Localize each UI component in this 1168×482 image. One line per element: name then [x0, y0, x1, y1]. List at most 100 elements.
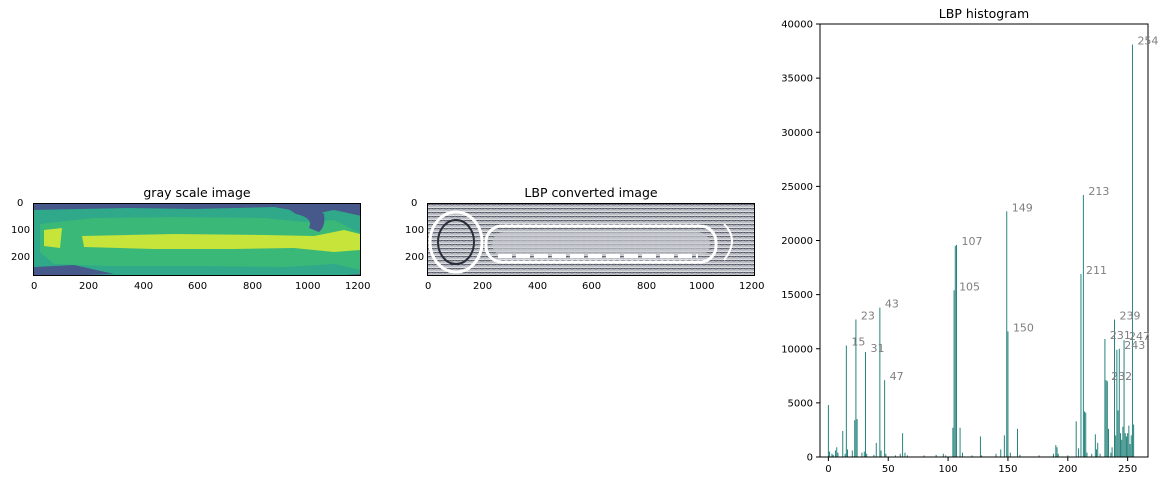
gray-xtick: 600: [188, 281, 208, 292]
histogram-bar: [1082, 195, 1084, 458]
lbp-converted-image: [427, 203, 755, 276]
histogram-bar: [827, 405, 829, 457]
histogram-xtick-label: 200: [1058, 464, 1077, 475]
lbp-xtick: 400: [528, 281, 548, 292]
histogram-bar: [1122, 426, 1124, 457]
lbp-ring-inner: [437, 219, 475, 265]
histogram-bar: [863, 451, 865, 457]
gray-ytick: 200: [11, 252, 31, 263]
histogram-bar: [1075, 421, 1077, 457]
histogram-bar: [945, 455, 947, 457]
histogram-bar-annotation: 149: [1012, 201, 1033, 214]
histogram-bar: [836, 447, 838, 457]
histogram-bar: [1086, 452, 1088, 457]
histogram-bar: [1099, 453, 1101, 457]
lbp-ytick: 100: [405, 225, 425, 236]
histogram-ytick-label: 30000: [781, 128, 813, 139]
gray-xtick: 200: [79, 281, 99, 292]
histogram-bar: [1110, 452, 1112, 457]
histogram-bar: [952, 427, 954, 457]
histogram-bar-annotation: 107: [961, 235, 982, 248]
histogram-xtick-label: 50: [882, 464, 895, 475]
histogram-bar-annotation: 15: [851, 336, 865, 349]
histogram-bar: [855, 319, 857, 457]
histogram-bar: [1000, 449, 1002, 457]
histogram-ytick-label: 25000: [781, 182, 813, 193]
histogram-bar: [1125, 436, 1127, 457]
histogram-bar: [1017, 428, 1018, 457]
histogram-bar: [831, 453, 833, 457]
histogram-bar: [1129, 444, 1131, 457]
histogram-bar: [1104, 339, 1106, 457]
histogram-bar: [1009, 452, 1011, 457]
histogram-bar: [1117, 410, 1119, 457]
histogram-bar: [971, 455, 973, 457]
histogram-bar: [866, 453, 868, 457]
histogram-bar: [1119, 433, 1121, 457]
histogram-bar: [1131, 44, 1133, 457]
histogram-ytick-label: 35000: [781, 74, 813, 85]
histogram-xtick-label: 100: [939, 464, 958, 475]
histogram-bar: [894, 455, 896, 457]
histogram-ytick-label: 20000: [781, 236, 813, 247]
histogram-bar: [979, 436, 981, 457]
histogram-bar-annotation: 243: [1124, 339, 1145, 352]
histogram-bar: [1118, 348, 1120, 457]
histogram-bar: [1108, 428, 1109, 457]
histogram-bar: [1116, 349, 1118, 457]
gray-xtick: 0: [31, 281, 38, 292]
histogram-bar: [856, 419, 858, 457]
histogram-bar: [1121, 439, 1123, 457]
histogram-bar: [861, 452, 863, 457]
histogram-bar: [981, 455, 983, 457]
histogram-bar: [953, 290, 955, 457]
histogram-bar: [906, 455, 908, 457]
histogram-bar: [844, 453, 846, 457]
gray-ytick: 0: [17, 198, 24, 209]
histogram-ytick-label: 10000: [781, 344, 813, 355]
histogram-bar: [1057, 453, 1059, 457]
histogram-bar: [1124, 433, 1126, 457]
histogram-title: LBP histogram: [938, 6, 1030, 21]
gray-region-yellow-bar: [82, 230, 360, 252]
lbp-image-drawing: [428, 204, 754, 275]
lbp-right-arc: [723, 223, 733, 261]
histogram-bar: [835, 450, 837, 457]
gray-xtick: 800: [243, 281, 263, 292]
histogram-bar: [1080, 274, 1082, 457]
gray-region-yellow-left: [44, 228, 62, 248]
lbp-inner-bar: [492, 232, 710, 256]
histogram-bar: [885, 453, 887, 457]
lbp-xtick: 800: [637, 281, 657, 292]
gray-scale-image-drawing: [34, 204, 360, 275]
histogram-frame: [819, 23, 1149, 458]
histogram-ytick-label: 0: [807, 453, 813, 464]
histogram-bar-annotation: 47: [890, 370, 904, 383]
histogram-xtick-label: 250: [1118, 464, 1137, 475]
histogram-bar: [935, 454, 937, 457]
lbp-ytick: 0: [411, 198, 418, 209]
histogram-bar: [832, 454, 834, 457]
gray-scale-image: [33, 203, 361, 276]
histogram-bar: [1067, 455, 1069, 457]
histogram-bar: [959, 427, 961, 457]
histogram-bar: [1130, 435, 1132, 457]
histogram-bar: [1084, 411, 1086, 457]
histogram-bar: [942, 453, 944, 457]
histogram-bar: [851, 450, 853, 457]
histogram-bar: [1096, 449, 1098, 457]
histogram-bar: [899, 453, 901, 457]
lbp-ytick: 200: [405, 252, 425, 263]
histogram-bar: [955, 244, 957, 457]
lbp-panel-title: LBP converted image: [524, 185, 658, 200]
lbp-xtick: 1200: [739, 281, 765, 292]
histogram-bar: [1006, 211, 1008, 457]
histogram-bar: [1105, 380, 1107, 457]
histogram-bar: [1128, 425, 1130, 457]
histogram-bar: [1007, 331, 1009, 457]
gray-xtick: 1200: [345, 281, 371, 292]
histogram-xtick-label: 0: [825, 464, 831, 475]
histogram-bar: [829, 451, 831, 457]
histogram-bar: [854, 420, 856, 457]
